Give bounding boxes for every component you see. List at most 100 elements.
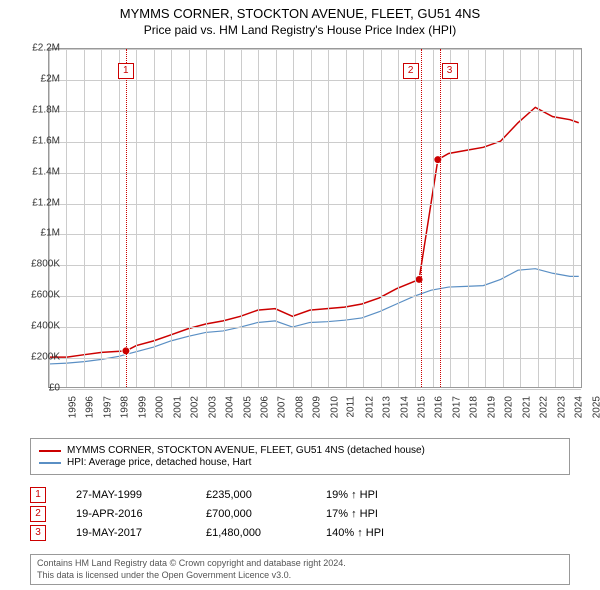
gridline-h	[49, 49, 581, 50]
x-tick-label: 2014	[399, 396, 410, 418]
x-tick-label: 1999	[137, 396, 148, 418]
gridline-v	[311, 49, 312, 387]
gridline-h	[49, 204, 581, 205]
x-tick-label: 2006	[259, 396, 270, 418]
gridline-v	[258, 49, 259, 387]
gridline-v	[84, 49, 85, 387]
y-tick-label: £1M	[15, 228, 60, 239]
x-tick-label: 2002	[189, 396, 200, 418]
gridline-v	[346, 49, 347, 387]
event-line	[440, 49, 441, 387]
x-tick-label: 2016	[434, 396, 445, 418]
event-delta: 17% ↑ HPI	[326, 508, 426, 520]
x-tick-label: 2019	[486, 396, 497, 418]
gridline-v	[468, 49, 469, 387]
legend-label: HPI: Average price, detached house, Hart	[67, 457, 251, 468]
gridline-h	[49, 327, 581, 328]
event-badge: 1	[30, 487, 46, 503]
event-price: £235,000	[206, 489, 296, 501]
x-tick-label: 1998	[120, 396, 131, 418]
gridline-h	[49, 80, 581, 81]
x-tick-label: 2023	[556, 396, 567, 418]
gridline-v	[485, 49, 486, 387]
event-date: 19-MAY-2017	[76, 527, 176, 539]
event-line	[421, 49, 422, 387]
gridline-h	[49, 358, 581, 359]
y-tick-label: £1.2M	[15, 197, 60, 208]
legend-item: HPI: Average price, detached house, Hart	[39, 457, 561, 468]
y-tick-label: £800K	[15, 259, 60, 270]
gridline-v	[538, 49, 539, 387]
event-delta: 140% ↑ HPI	[326, 527, 426, 539]
event-badge-on-chart: 3	[442, 63, 458, 79]
gridline-h	[49, 296, 581, 297]
x-tick-label: 2001	[172, 396, 183, 418]
x-tick-label: 2008	[294, 396, 305, 418]
y-tick-label: £1.6M	[15, 135, 60, 146]
event-date: 27-MAY-1999	[76, 489, 176, 501]
gridline-v	[119, 49, 120, 387]
series-line	[50, 107, 579, 357]
event-row: 2 19-APR-2016 £700,000 17% ↑ HPI	[30, 506, 570, 522]
gridline-v	[49, 49, 50, 387]
legend-swatch	[39, 462, 61, 464]
x-tick-label: 1996	[85, 396, 96, 418]
legend-item: MYMMS CORNER, STOCKTON AVENUE, FLEET, GU…	[39, 445, 561, 456]
footer-line: This data is licensed under the Open Gov…	[37, 570, 563, 582]
y-tick-label: £1.8M	[15, 104, 60, 115]
chart-title: MYMMS CORNER, STOCKTON AVENUE, FLEET, GU…	[0, 6, 600, 21]
gridline-v	[520, 49, 521, 387]
event-row: 3 19-MAY-2017 £1,480,000 140% ↑ HPI	[30, 525, 570, 541]
y-tick-label: £400K	[15, 321, 60, 332]
x-tick-label: 2003	[207, 396, 218, 418]
y-tick-label: £200K	[15, 352, 60, 363]
y-tick-label: £2M	[15, 73, 60, 84]
x-tick-label: 2004	[224, 396, 235, 418]
gridline-h	[49, 389, 581, 390]
events-table: 1 27-MAY-1999 £235,000 19% ↑ HPI 2 19-AP…	[30, 484, 570, 544]
gridline-h	[49, 111, 581, 112]
gridline-h	[49, 265, 581, 266]
event-badge: 3	[30, 525, 46, 541]
x-tick-label: 2024	[573, 396, 584, 418]
gridline-v	[415, 49, 416, 387]
data-marker	[434, 156, 442, 164]
gridline-v	[328, 49, 329, 387]
event-row: 1 27-MAY-1999 £235,000 19% ↑ HPI	[30, 487, 570, 503]
title-area: MYMMS CORNER, STOCKTON AVENUE, FLEET, GU…	[0, 0, 600, 39]
x-tick-label: 2013	[381, 396, 392, 418]
gridline-v	[381, 49, 382, 387]
event-price: £1,480,000	[206, 527, 296, 539]
event-badge-on-chart: 1	[118, 63, 134, 79]
chart-container: MYMMS CORNER, STOCKTON AVENUE, FLEET, GU…	[0, 0, 600, 590]
event-badge-on-chart: 2	[403, 63, 419, 79]
gridline-v	[503, 49, 504, 387]
gridline-v	[555, 49, 556, 387]
plot-area: 1 2 3	[48, 48, 582, 388]
legend-swatch	[39, 450, 61, 452]
gridline-h	[49, 142, 581, 143]
x-tick-label: 1997	[102, 396, 113, 418]
legend-label: MYMMS CORNER, STOCKTON AVENUE, FLEET, GU…	[67, 445, 425, 456]
x-tick-label: 2005	[242, 396, 253, 418]
x-tick-label: 2012	[364, 396, 375, 418]
gridline-v	[433, 49, 434, 387]
gridline-h	[49, 173, 581, 174]
footer-line: Contains HM Land Registry data © Crown c…	[37, 558, 563, 570]
x-tick-label: 2015	[416, 396, 427, 418]
gridline-v	[171, 49, 172, 387]
x-tick-label: 2022	[538, 396, 549, 418]
event-line	[126, 49, 127, 387]
y-tick-label: £0	[15, 383, 60, 394]
x-tick-label: 2018	[469, 396, 480, 418]
x-tick-label: 2021	[521, 396, 532, 418]
gridline-v	[450, 49, 451, 387]
y-tick-label: £600K	[15, 290, 60, 301]
event-price: £700,000	[206, 508, 296, 520]
gridline-v	[363, 49, 364, 387]
event-badge: 2	[30, 506, 46, 522]
plot-svg	[49, 49, 581, 387]
gridline-v	[189, 49, 190, 387]
gridline-v	[224, 49, 225, 387]
gridline-v	[573, 49, 574, 387]
